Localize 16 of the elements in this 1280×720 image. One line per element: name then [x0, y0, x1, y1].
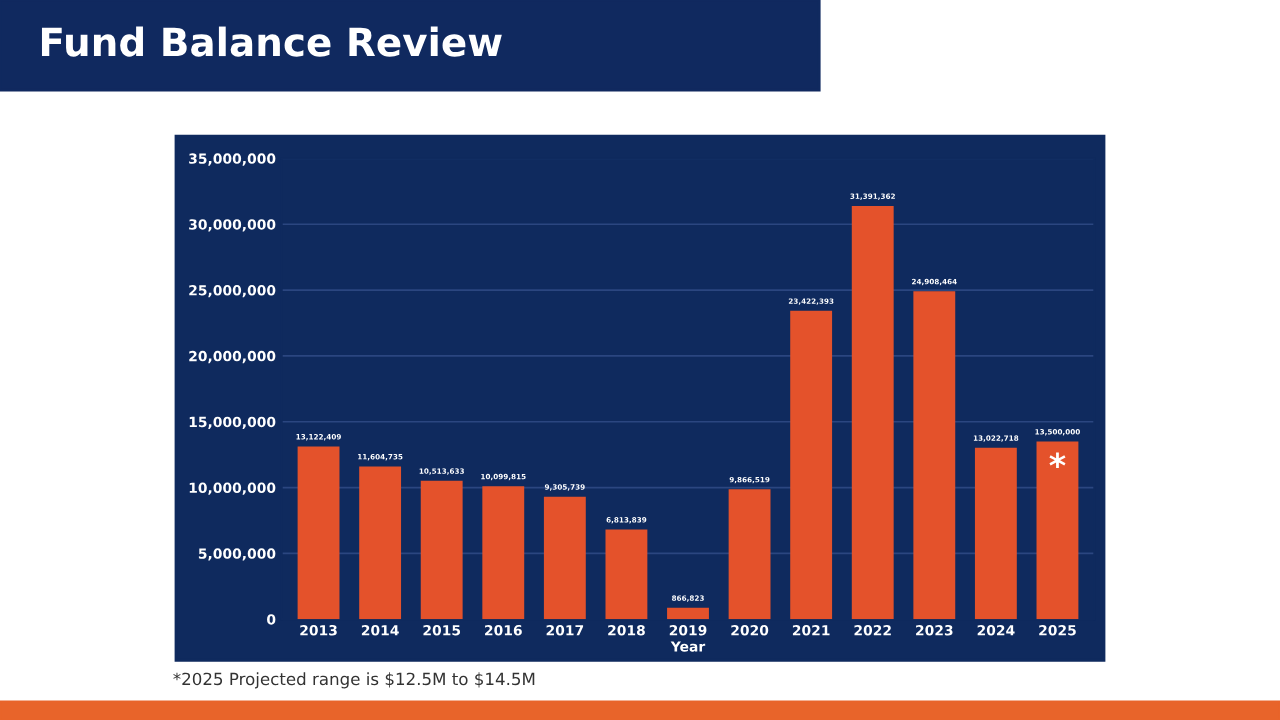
text: *2025 Projected range is $12.5M to $14.5M [173, 672, 535, 689]
bar [790, 310, 833, 620]
bar [543, 496, 586, 620]
bar [667, 607, 709, 620]
bar [728, 489, 771, 620]
bar [851, 205, 894, 620]
bar [974, 447, 1017, 620]
bar [482, 486, 525, 620]
bar [297, 446, 340, 620]
annotation: * [1049, 452, 1066, 469]
bar [359, 466, 402, 620]
chart-title: Fund Balance Review [41, 26, 502, 57]
bar [1036, 441, 1079, 620]
bar [605, 529, 648, 620]
bar [913, 291, 956, 620]
bar [420, 480, 463, 620]
